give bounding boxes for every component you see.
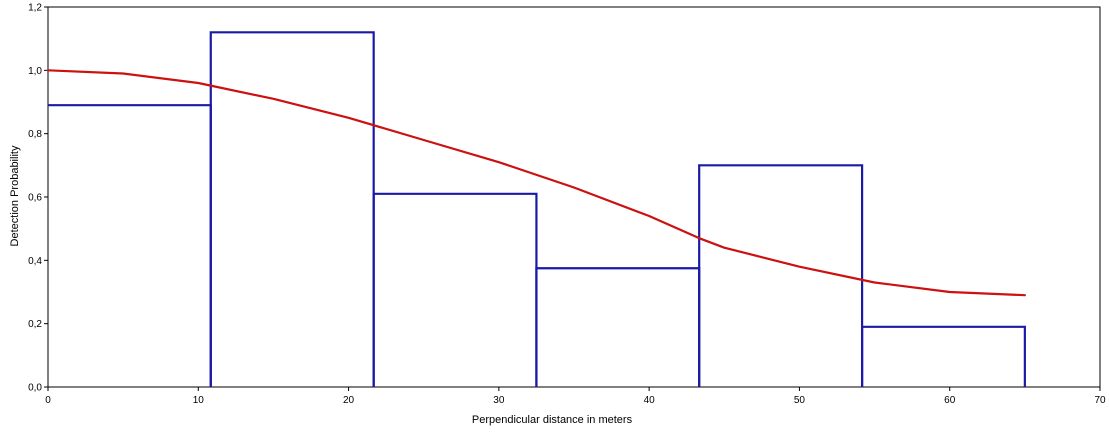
histogram-bar	[860, 325, 1026, 387]
y-tick-label: 1,0	[28, 66, 42, 77]
x-tick-label: 60	[944, 395, 956, 406]
histogram-bars	[48, 31, 1026, 387]
histogram-bar	[48, 104, 212, 387]
y-tick-label: 1,2	[28, 3, 42, 14]
plot-frame	[47, 6, 1101, 388]
x-tick-label: 10	[193, 395, 205, 406]
x-tick-label: 0	[45, 395, 51, 406]
x-axis-title: Perpendicular distance in meters	[472, 414, 633, 426]
y-tick-label: 0,2	[28, 319, 42, 330]
x-tick-label: 70	[1094, 395, 1106, 406]
x-tick-label: 20	[343, 395, 355, 406]
y-axis-title: Detection Probability	[9, 145, 21, 246]
x-tick-label: 40	[644, 395, 656, 406]
histogram-bar	[535, 267, 701, 387]
axes: 0,0 0,2 0,4 0,6 0,8 1,0 1,2 0 10 20 30 40 50 60 70	[28, 3, 1106, 407]
y-tick-label: 0,4	[28, 256, 42, 267]
y-tick-label: 0,8	[28, 129, 42, 140]
x-tick-label: 50	[794, 395, 806, 406]
detection-curve	[46, 69, 1026, 297]
histogram-bar	[698, 164, 864, 387]
y-tick-label: 0,6	[28, 193, 42, 204]
histogram-bar	[372, 192, 538, 387]
axis-labels: Perpendicular distance in meters Detecti…	[9, 145, 633, 426]
histogram-bar	[209, 31, 375, 387]
y-tick-label: 0,0	[28, 383, 42, 394]
x-tick-label: 30	[493, 395, 505, 406]
detection-curve-line	[46, 69, 1026, 297]
